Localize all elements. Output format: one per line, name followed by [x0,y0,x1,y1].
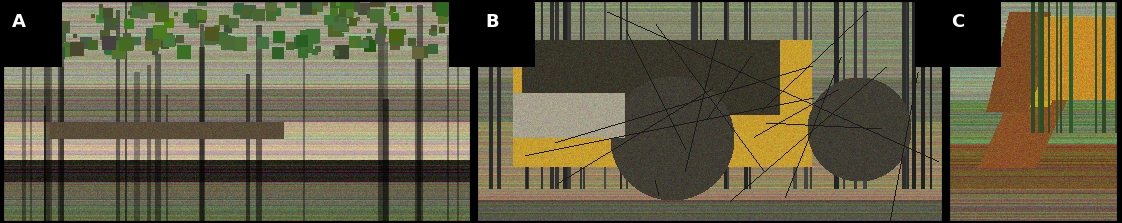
Bar [2,0,472,223]
Text: B: B [485,13,498,31]
Text: C: C [951,13,965,31]
Bar [476,0,944,223]
Bar [948,0,1119,223]
Text: A: A [11,13,26,31]
